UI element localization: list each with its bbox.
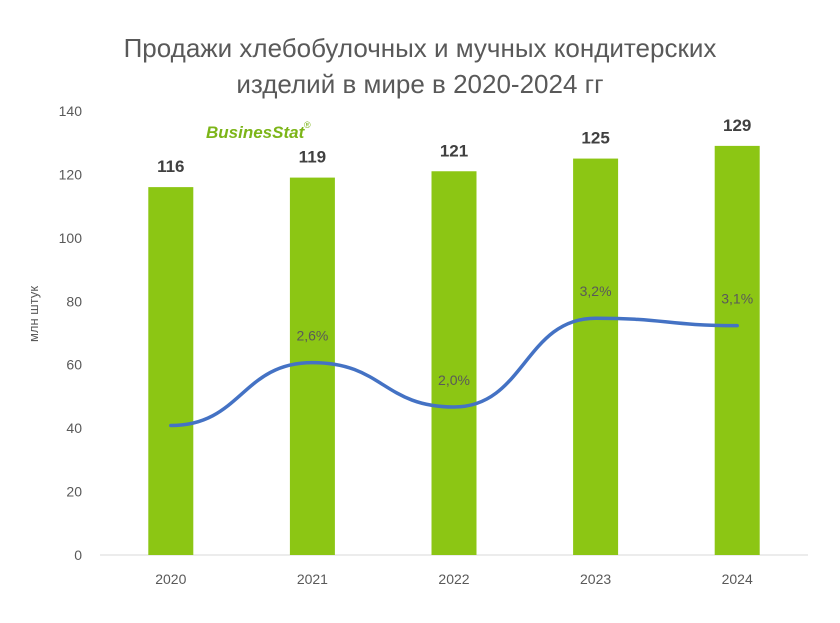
bar-2023 bbox=[573, 158, 619, 556]
y-axis-label: млн штук bbox=[26, 286, 41, 342]
y-tick-label: 80 bbox=[66, 293, 82, 309]
x-tick-label: 2020 bbox=[155, 571, 186, 587]
x-tick-label: 2021 bbox=[297, 571, 328, 587]
growth-label: 2,0% bbox=[438, 372, 470, 388]
x-tick-label: 2022 bbox=[438, 571, 469, 587]
y-tick-label: 120 bbox=[59, 166, 83, 182]
chart-title: Продажи хлебобулочных и мучных кондитерс… bbox=[0, 30, 840, 102]
chart-title-line-2: изделий в мире в 2020-2024 гг bbox=[236, 69, 604, 99]
growth-label: 3,2% bbox=[580, 283, 612, 299]
y-axis: 0 20 40 60 80 100 120 140 bbox=[59, 103, 83, 563]
y-tick-label: 20 bbox=[66, 484, 82, 500]
x-tick-label: 2023 bbox=[580, 571, 611, 587]
x-tick-label: 2024 bbox=[722, 571, 753, 587]
logo-registered-mark: ® bbox=[304, 120, 311, 130]
logo-text: BusinesStat bbox=[206, 123, 306, 142]
bar-value-label: 129 bbox=[723, 116, 751, 135]
y-tick-label: 0 bbox=[74, 547, 82, 563]
bar-value-label: 116 bbox=[157, 157, 184, 176]
chart-title-line-1: Продажи хлебобулочных и мучных кондитерс… bbox=[123, 33, 717, 63]
x-axis-ticks: 2020 2021 2022 2023 2024 bbox=[155, 571, 753, 587]
businesstat-logo: BusinesStat ® bbox=[206, 120, 311, 142]
bar-value-label: 125 bbox=[581, 129, 609, 148]
bar-value-label: 121 bbox=[440, 141, 468, 160]
bar-2020 bbox=[148, 187, 194, 555]
bar-2022 bbox=[431, 171, 477, 555]
bar-labels: 116 119 121 125 129 bbox=[157, 116, 751, 176]
growth-line-group: 2,6% 2,0% 3,2% 3,1% bbox=[169, 283, 753, 428]
growth-label: 3,1% bbox=[721, 291, 753, 307]
y-tick-label: 140 bbox=[59, 103, 83, 119]
bar-2024 bbox=[714, 145, 760, 555]
growth-line bbox=[169, 316, 739, 428]
y-tick-label: 40 bbox=[66, 420, 82, 436]
y-tick-label: 60 bbox=[66, 357, 82, 373]
bar-2021 bbox=[289, 177, 335, 555]
y-tick-label: 100 bbox=[59, 230, 83, 246]
bar-value-label: 119 bbox=[299, 148, 326, 167]
bars bbox=[148, 145, 760, 556]
growth-label: 2,6% bbox=[296, 328, 328, 344]
